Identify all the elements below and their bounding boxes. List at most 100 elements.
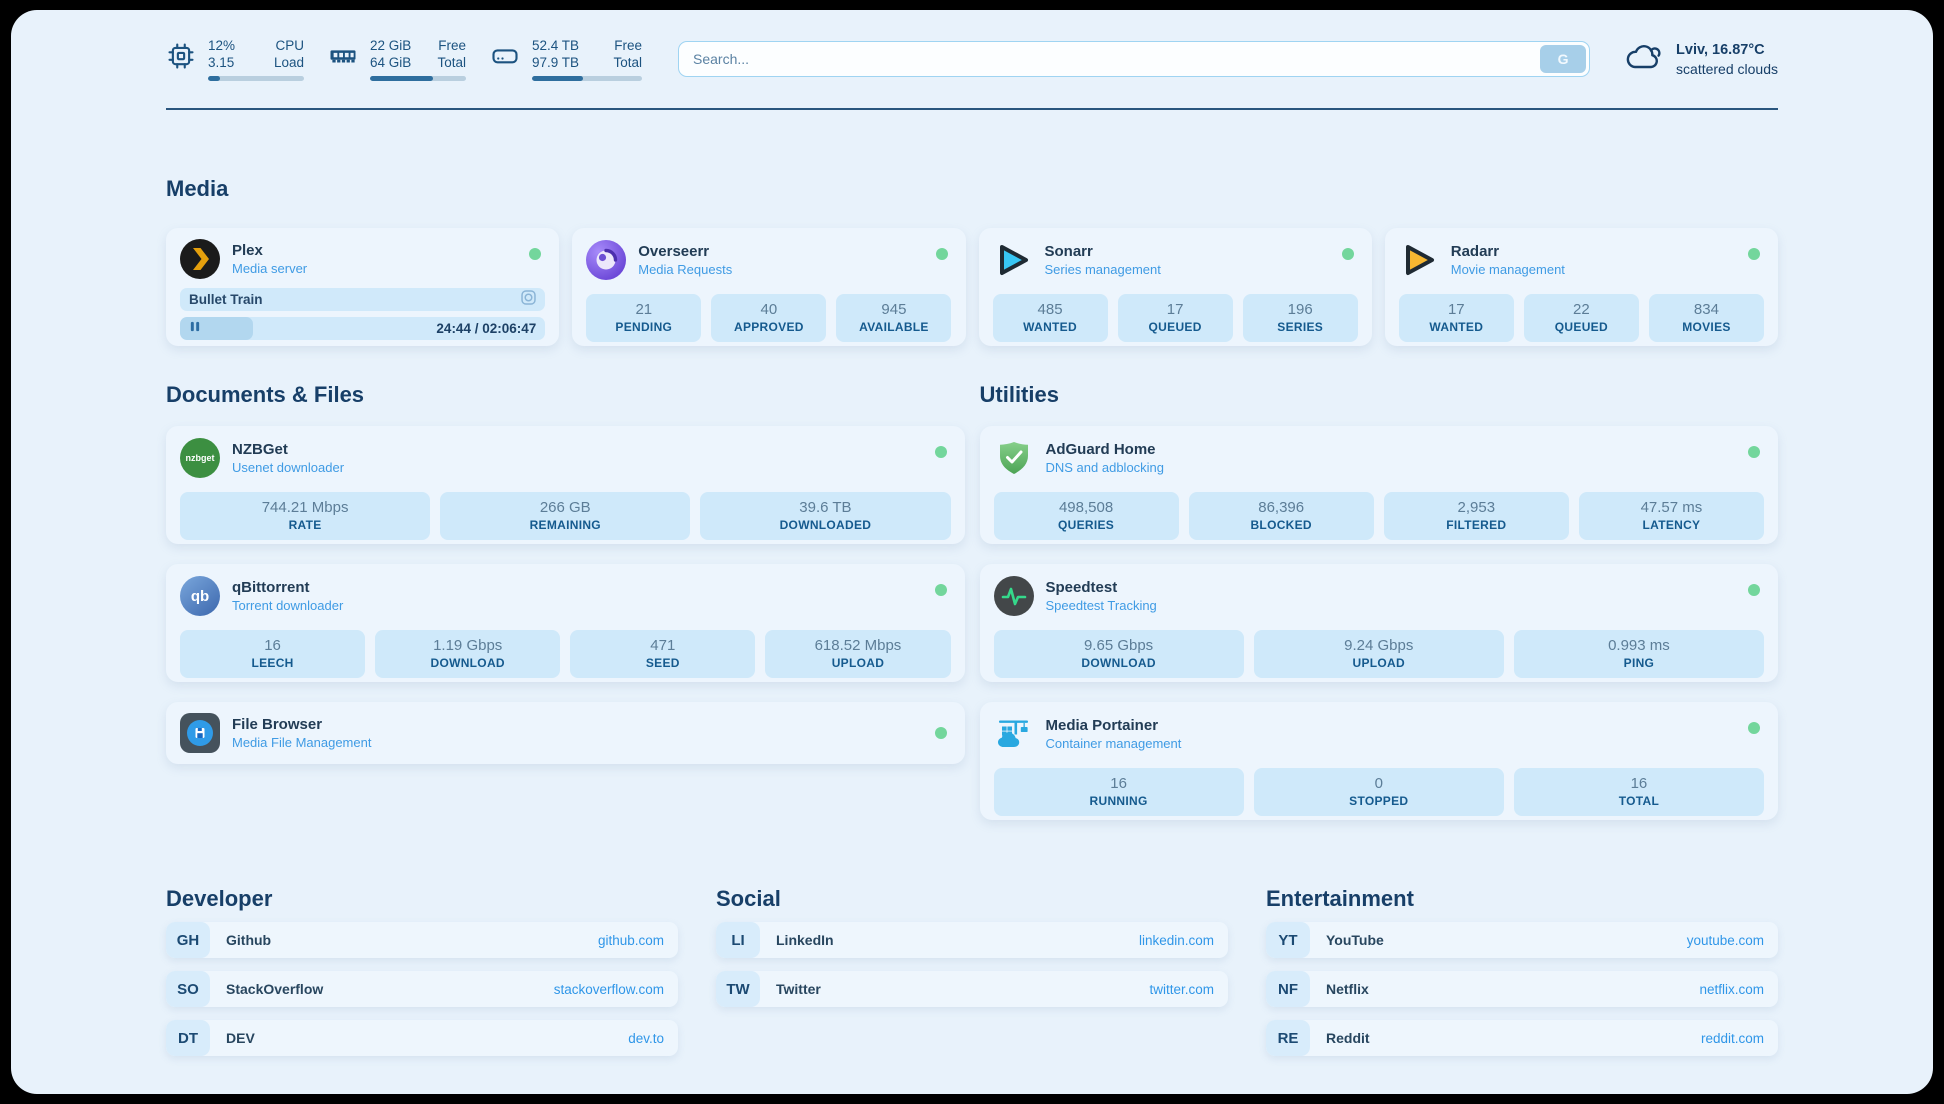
app-card-sonarr[interactable]: Sonarr Series management 485 WANTED 17 Q…: [978, 228, 1372, 346]
status-indicator: [1341, 248, 1354, 260]
topbar: 12% 3.15 CPU Load: [166, 36, 1778, 82]
status-indicator: [529, 248, 542, 260]
bookmark-abbr: LI: [716, 922, 760, 958]
app-name: Overseerr: [638, 243, 710, 260]
cpu-progress-bar: [208, 76, 304, 81]
sonarr-icon: [993, 240, 1033, 280]
status-indicator: [934, 727, 947, 739]
app-card-plex[interactable]: Plex Media server Bullet Train: [166, 228, 560, 346]
ram-widget: 22 GiB 64 GiB Free Total: [328, 37, 466, 81]
section-title-media: Media: [166, 176, 229, 201]
stat-box: 17 WANTED: [1398, 294, 1514, 342]
disk-widget: 52.4 TB 97.9 TB Free Total: [490, 37, 642, 81]
bookmark-name: YouTube: [1326, 932, 1384, 948]
app-subtitle: DNS and adblocking: [1045, 460, 1165, 475]
bookmark-name: Github: [226, 932, 272, 948]
dashboard-panel: 12% 3.15 CPU Load: [11, 10, 1933, 1094]
bookmark-abbr: DT: [166, 1020, 210, 1056]
app-subtitle: Media server: [232, 261, 308, 276]
stat-box: 47.57 ms LATENCY: [1578, 492, 1764, 540]
stat-box: 21 PENDING: [586, 294, 702, 342]
disk-icon: [490, 41, 520, 76]
bookmark-twitter[interactable]: TW Twitter twitter.com: [716, 971, 1228, 1007]
cpu-percent: 12%: [208, 38, 236, 53]
cloud-icon: [1624, 37, 1664, 82]
bookmark-url: reddit.com: [1700, 1030, 1764, 1046]
app-card-adguard[interactable]: AdGuard Home DNS and adblocking 498,508 …: [979, 426, 1778, 544]
bookmark-name: DEV: [226, 1030, 255, 1046]
app-card-speedtest[interactable]: Speedtest Speedtest Tracking 9.65 Gbps D…: [979, 564, 1778, 682]
app-name: Plex: [232, 242, 263, 259]
now-playing-title: Bullet Train: [189, 292, 263, 307]
bookmark-group-entertainment: Entertainment YT YouTube youtube.com NF …: [1266, 820, 1778, 1069]
stat-box: 16 LEECH: [180, 630, 366, 678]
plex-icon: [180, 239, 220, 279]
disk-total-label: Total: [613, 55, 642, 70]
stat-box: 618.52 Mbps UPLOAD: [765, 630, 951, 678]
stat-box: 40 APPROVED: [711, 294, 827, 342]
app-card-radarr[interactable]: Radarr Movie management 17 WANTED 22 QUE…: [1384, 228, 1778, 346]
app-name: AdGuard Home: [1045, 441, 1156, 458]
bookmark-dev[interactable]: DT DEV dev.to: [166, 1020, 678, 1056]
app-name: NZBGet: [232, 441, 288, 458]
app-name: File Browser: [232, 716, 323, 733]
stat-box: 9.65 Gbps DOWNLOAD: [993, 630, 1244, 678]
ram-free: 22 GiB: [370, 38, 412, 53]
bookmark-url: dev.to: [628, 1030, 664, 1046]
bookmark-stackoverflow[interactable]: SO StackOverflow stackoverflow.com: [166, 971, 678, 1007]
pause-icon: [189, 320, 201, 338]
cpu-label: CPU: [275, 38, 304, 53]
bookmark-netflix[interactable]: NF Netflix netflix.com: [1266, 971, 1778, 1007]
filebrowser-icon: [180, 713, 220, 753]
bookmark-abbr: NF: [1266, 971, 1310, 1007]
overseerr-icon: [586, 240, 627, 280]
bookmark-abbr: SO: [166, 971, 210, 1007]
section-title-entertainment: Entertainment: [1266, 886, 1414, 911]
app-name: Media Portainer: [1045, 717, 1159, 734]
qbittorrent-icon: qb: [180, 576, 220, 616]
section-title-documents: Documents & Files: [166, 382, 365, 407]
nzbget-icon: nzbget: [180, 438, 220, 478]
status-indicator: [1748, 248, 1760, 260]
bookmark-group-developer: Developer GH Github github.com SO StackO…: [166, 820, 678, 1069]
bookmark-url: stackoverflow.com: [553, 981, 664, 997]
bookmark-url: youtube.com: [1686, 932, 1764, 948]
stat-box: 498,508 QUERIES: [993, 492, 1179, 540]
bookmark-name: Twitter: [776, 981, 821, 997]
bookmark-name: LinkedIn: [776, 932, 834, 948]
app-card-overseerr[interactable]: Overseerr Media Requests 21 PENDING 40 A…: [572, 228, 966, 346]
stat-box: 22 QUEUED: [1523, 294, 1639, 342]
app-subtitle: Series management: [1044, 262, 1161, 277]
stat-box: 945 AVAILABLE: [836, 294, 952, 342]
app-card-filebrowser[interactable]: File Browser Media File Management: [166, 702, 965, 764]
app-card-nzbget[interactable]: nzbget NZBGet Usenet downloader 744.21 M…: [166, 426, 965, 544]
stat-box: 471 SEED: [570, 630, 756, 678]
bookmark-abbr: YT: [1266, 922, 1310, 958]
bookmark-linkedin[interactable]: LI LinkedIn linkedin.com: [716, 922, 1228, 958]
adguard-icon: [994, 438, 1034, 478]
weather-widget: Lviv, 16.87°C scattered clouds: [1624, 37, 1778, 82]
stat-box: 0 STOPPED: [1253, 768, 1504, 816]
stat-box: 9.24 Gbps UPLOAD: [1253, 630, 1504, 678]
cpu-widget: 12% 3.15 CPU Load: [166, 37, 304, 81]
bookmark-name: StackOverflow: [226, 981, 324, 997]
topbar-divider: [166, 108, 1778, 110]
bookmark-reddit[interactable]: RE Reddit reddit.com: [1266, 1020, 1778, 1056]
stat-box: 39.6 TB DOWNLOADED: [700, 492, 951, 540]
section-title-developer: Developer: [166, 886, 273, 911]
portainer-icon: [994, 714, 1034, 754]
status-indicator: [1748, 584, 1760, 596]
bookmark-abbr: GH: [166, 922, 210, 958]
disk-progress-fill: [532, 76, 583, 81]
app-card-qbittorrent[interactable]: qb qBittorrent Torrent downloader 16 LEE…: [166, 564, 965, 682]
bookmark-youtube[interactable]: YT YouTube youtube.com: [1266, 922, 1778, 958]
cpu-progress-fill: [208, 76, 220, 81]
disk-total: 97.9 TB: [532, 55, 580, 70]
app-subtitle: Media Requests: [638, 262, 733, 277]
bookmark-abbr: TW: [716, 971, 760, 1007]
search-input[interactable]: [678, 41, 1591, 77]
bookmark-github[interactable]: GH Github github.com: [166, 922, 678, 958]
search-engine-button[interactable]: G: [1540, 45, 1587, 73]
app-card-portainer[interactable]: Media Portainer Container management 16 …: [979, 702, 1778, 820]
stat-box: 266 GB REMAINING: [440, 492, 691, 540]
